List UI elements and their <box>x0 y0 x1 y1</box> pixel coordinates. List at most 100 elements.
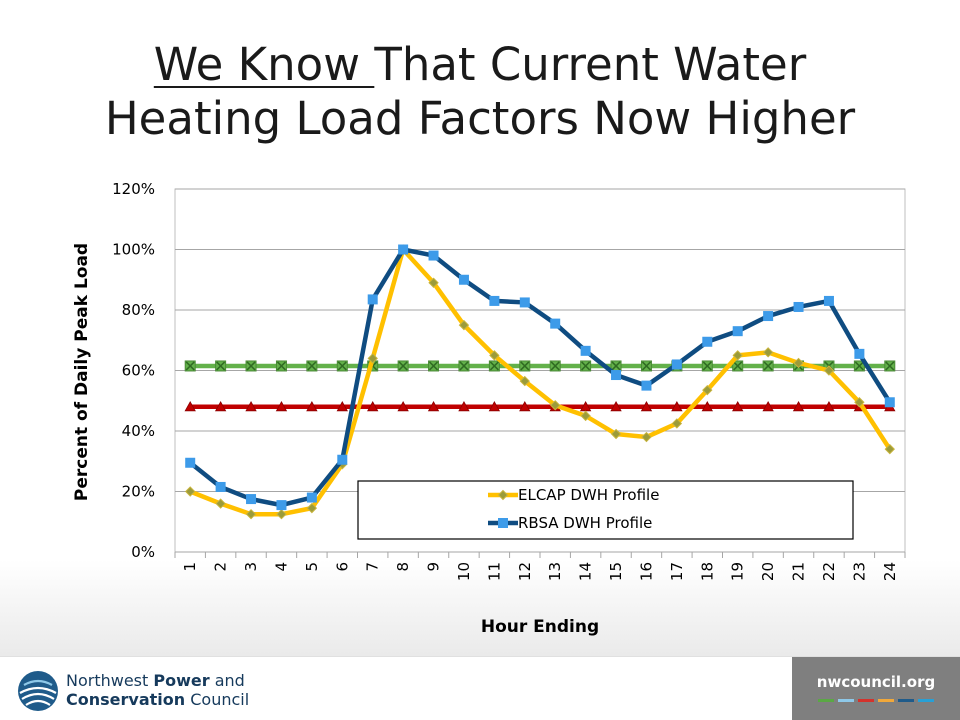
stripe <box>898 699 914 702</box>
y-tick-label: 80% <box>122 301 155 319</box>
data-point-x <box>549 360 561 372</box>
y-tick-label: 40% <box>122 422 155 440</box>
data-point-square <box>611 370 622 381</box>
x-tick-label: 21 <box>790 562 808 581</box>
x-tick-label: 4 <box>272 562 290 572</box>
data-point-triangle <box>762 400 774 412</box>
data-point-square <box>367 294 378 305</box>
data-point-diamond <box>884 443 895 455</box>
x-tick-label: 1 <box>181 562 199 572</box>
x-tick-label: 18 <box>698 562 716 581</box>
data-point-x <box>701 360 713 372</box>
data-point-triangle <box>458 400 470 412</box>
logo-word-and: and <box>209 671 245 690</box>
x-tick-label: 14 <box>577 562 595 581</box>
data-point-diamond <box>823 365 835 376</box>
council-logo[interactable]: Northwest Power and Conservation Council <box>16 669 266 713</box>
series-line <box>189 247 892 517</box>
data-point-triangle <box>610 400 622 412</box>
x-tick-label: 7 <box>364 562 382 572</box>
x-tick-label: 24 <box>881 562 899 581</box>
footer: Northwest Power and Conservation Council… <box>0 656 960 720</box>
data-point-x <box>762 360 774 372</box>
x-axis-title: Hour Ending <box>481 617 599 637</box>
y-tick-label: 100% <box>112 241 155 259</box>
data-point-square <box>519 297 530 308</box>
stripe <box>818 699 834 702</box>
data-point-diamond <box>245 508 257 520</box>
website-link[interactable]: nwcouncil.org <box>816 673 936 691</box>
y-tick-label: 0% <box>131 543 155 561</box>
x-tick-label: 16 <box>637 562 655 581</box>
x-tick-label: 12 <box>516 562 534 581</box>
data-point-diamond <box>185 486 196 497</box>
data-point-square <box>884 397 895 408</box>
data-point-diamond <box>610 428 622 440</box>
data-point-square <box>458 274 469 285</box>
x-tick-label: 15 <box>607 562 625 581</box>
legend-label: RBSA DWH Profile <box>518 514 652 532</box>
data-point-diamond <box>854 397 865 408</box>
legend-entry: ELCAP DWH Profile <box>488 486 659 504</box>
data-point-triangle <box>275 400 288 412</box>
data-point-square <box>580 345 591 356</box>
data-point-square <box>550 318 561 329</box>
website-box[interactable]: nwcouncil.org <box>792 657 960 720</box>
data-point-triangle <box>184 400 196 412</box>
x-tick-label: 11 <box>485 562 503 581</box>
data-point-x <box>458 360 470 372</box>
data-point-diamond <box>489 350 500 361</box>
data-point-diamond <box>671 418 683 429</box>
x-tick-label: 6 <box>333 562 351 572</box>
x-tick-label: 10 <box>455 562 473 581</box>
title-line-2: Heating Load Factors Now Higher <box>104 92 856 145</box>
data-point-x <box>580 360 592 372</box>
load-profile-chart: 0%20%40%60%80%100%120% 1 2 3 4 5 6 7 8 9 10 11 12 13… <box>72 180 906 637</box>
globe-icon <box>18 671 58 711</box>
data-point-square <box>854 348 865 359</box>
data-point-triangle <box>336 400 348 412</box>
legend: ELCAP DWH Profile RBSA DWH Profile <box>357 480 854 540</box>
x-tick-label: 20 <box>759 562 777 581</box>
data-point-diamond <box>276 508 287 520</box>
data-point-diamond <box>458 319 470 331</box>
data-point-x <box>245 360 257 372</box>
logo-word-council: Council <box>185 690 250 709</box>
data-point-square <box>337 454 348 465</box>
title-rest: That Current Water <box>374 38 807 91</box>
series-layer <box>184 244 896 520</box>
data-point-square <box>671 359 682 370</box>
data-point-x <box>306 360 318 372</box>
stripe <box>878 699 894 702</box>
data-point-diamond <box>306 502 318 514</box>
data-point-square <box>215 481 226 492</box>
data-point-x <box>275 360 287 372</box>
data-point-x <box>184 360 196 372</box>
data-point-triangle <box>519 400 531 412</box>
x-tick-label: 19 <box>729 562 747 581</box>
data-point-diamond <box>732 350 743 361</box>
x-tick-label: 5 <box>303 562 321 572</box>
data-point-x <box>397 360 409 372</box>
logo-word-conservation: Conservation <box>66 690 186 709</box>
series-line <box>188 247 892 508</box>
stripe <box>858 699 874 702</box>
data-point-diamond <box>215 498 226 509</box>
x-tick-label: 22 <box>820 562 838 581</box>
data-point-square <box>702 336 713 347</box>
data-point-triangle <box>214 400 227 412</box>
data-point-square <box>398 244 409 255</box>
legend-box <box>357 480 854 540</box>
data-point-triangle <box>640 400 653 412</box>
series-1 <box>185 244 895 511</box>
data-point-triangle <box>397 400 409 412</box>
data-point-triangle <box>792 400 805 412</box>
data-point-x <box>428 360 440 372</box>
series-0 <box>185 244 895 520</box>
series-3 <box>184 400 896 412</box>
data-point-square <box>793 301 804 312</box>
data-point-triangle <box>306 400 318 412</box>
data-point-square <box>498 518 508 528</box>
data-point-triangle <box>427 400 440 412</box>
y-tick-label: 20% <box>122 483 155 501</box>
